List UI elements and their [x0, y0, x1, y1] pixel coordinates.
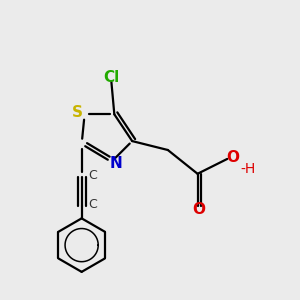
Text: Cl: Cl — [103, 70, 119, 85]
Text: O: O — [227, 150, 240, 165]
Text: O: O — [193, 202, 206, 217]
Text: N: N — [110, 156, 122, 171]
Text: S: S — [72, 105, 83, 120]
Text: C: C — [88, 169, 97, 182]
Text: -H: -H — [241, 162, 256, 176]
Text: C: C — [88, 199, 97, 212]
